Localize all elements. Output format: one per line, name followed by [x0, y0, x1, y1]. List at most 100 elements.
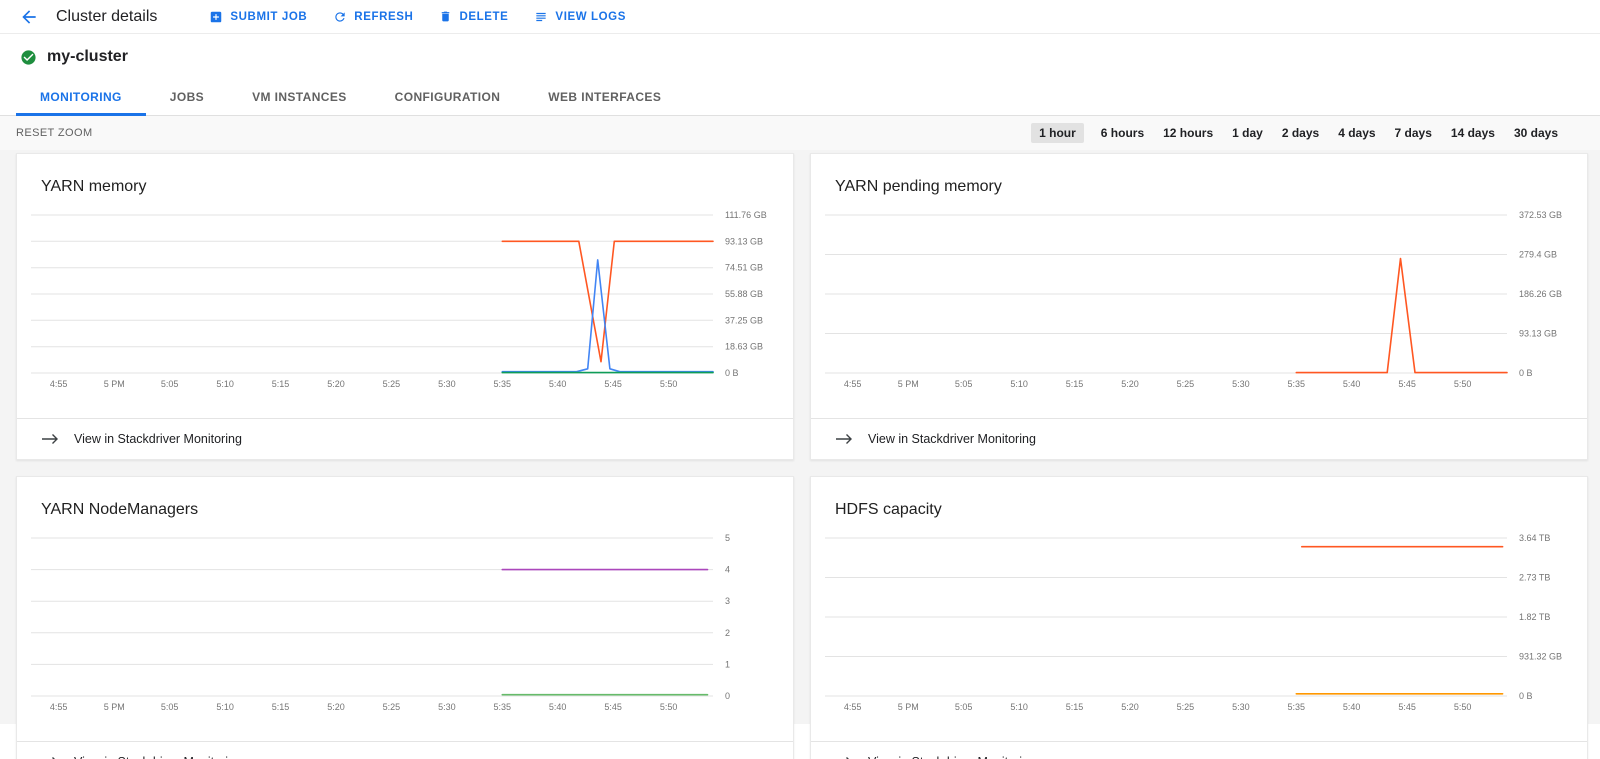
svg-text:0 B: 0 B	[725, 368, 739, 378]
svg-text:5:25: 5:25	[383, 379, 401, 389]
svg-text:5:30: 5:30	[1232, 379, 1250, 389]
delete-button[interactable]: DELETE	[439, 10, 508, 23]
back-arrow-icon	[22, 9, 36, 24]
stackdriver-link[interactable]: View in Stackdriver Monitoring	[17, 418, 793, 459]
yarn-nodemanagers-chart-card: YARN NodeManagers 0 1 2 3 4 5 4:55 5 PM 5:05 5:10…	[16, 476, 794, 759]
svg-text:5:40: 5:40	[549, 379, 567, 389]
add-box-icon	[211, 11, 222, 22]
svg-text:4:55: 4:55	[50, 702, 68, 712]
time-range-selector: 1 hour 6 hours 12 hours 1 day 2 days 4 d…	[1031, 123, 1560, 143]
svg-text:2: 2	[725, 628, 730, 638]
svg-text:4:55: 4:55	[844, 379, 862, 389]
delete-label: DELETE	[459, 10, 509, 23]
header-actions: SUBMIT JOB REFRESH DELETE VIEW LOGS	[209, 10, 626, 24]
reset-zoom-button[interactable]: RESET ZOOM	[16, 127, 93, 139]
stackdriver-link[interactable]: View in Stackdriver Monitoring	[17, 741, 793, 759]
svg-text:5:30: 5:30	[1232, 702, 1250, 712]
svg-text:186.26 GB: 186.26 GB	[1519, 289, 1562, 299]
svg-text:37.25 GB: 37.25 GB	[725, 315, 763, 325]
top-app-bar: Cluster details SUBMIT JOB REFRESH DELET…	[0, 0, 1600, 34]
svg-text:5:10: 5:10	[1010, 379, 1028, 389]
cluster-name: my-cluster	[47, 48, 128, 65]
range-option-1-day[interactable]: 1 day	[1230, 123, 1265, 143]
tab-monitoring[interactable]: MONITORING	[16, 78, 146, 116]
tab-web-interfaces[interactable]: WEB INTERFACES	[524, 78, 685, 116]
svg-text:5:30: 5:30	[438, 379, 456, 389]
view-logs-label: VIEW LOGS	[555, 10, 626, 23]
svg-text:5:50: 5:50	[1454, 702, 1472, 712]
stackdriver-link-label: View in Stackdriver Monitoring	[868, 755, 1036, 759]
svg-text:5:05: 5:05	[955, 702, 973, 712]
yarn-pending-memory-chart[interactable]: 0 B 93.13 GB 186.26 GB 279.4 GB 372.53 GB 4:5…	[811, 198, 1587, 404]
hdfs-capacity-chart[interactable]: 0 B 931.32 GB 1.82 TB 2.73 TB 3.64 TB 4:55 5 P…	[811, 521, 1587, 727]
svg-text:18.63 GB: 18.63 GB	[725, 342, 763, 352]
svg-text:5:40: 5:40	[1343, 702, 1361, 712]
stackdriver-link[interactable]: View in Stackdriver Monitoring	[811, 741, 1587, 759]
svg-text:5:20: 5:20	[1121, 702, 1139, 712]
range-option-14-days[interactable]: 14 days	[1449, 123, 1497, 143]
svg-text:5:40: 5:40	[1343, 379, 1361, 389]
svg-text:5:20: 5:20	[327, 702, 345, 712]
chart-title: YARN NodeManagers	[41, 501, 199, 518]
svg-text:5:50: 5:50	[660, 702, 678, 712]
range-option-2-days[interactable]: 2 days	[1280, 123, 1321, 143]
svg-text:55.88 GB: 55.88 GB	[725, 289, 763, 299]
range-option-1-hour[interactable]: 1 hour	[1031, 123, 1084, 143]
yarn-memory-chart[interactable]: 0 B 18.63 GB 37.25 GB 55.88 GB 74.51 GB 93.13…	[17, 198, 793, 404]
tab-configuration[interactable]: CONFIGURATION	[371, 78, 525, 116]
svg-text:4: 4	[725, 565, 730, 575]
svg-text:5 PM: 5 PM	[104, 379, 125, 389]
chart-toolbar: RESET ZOOM 1 hour 6 hours 12 hours 1 day…	[0, 116, 1600, 150]
submit-job-label: SUBMIT JOB	[230, 10, 308, 23]
refresh-button[interactable]: REFRESH	[333, 10, 413, 24]
svg-text:5:35: 5:35	[494, 702, 512, 712]
svg-text:1: 1	[725, 659, 730, 669]
svg-text:5:15: 5:15	[272, 702, 290, 712]
svg-text:5:10: 5:10	[216, 379, 234, 389]
svg-text:5:30: 5:30	[438, 702, 456, 712]
tab-jobs[interactable]: JOBS	[146, 78, 228, 116]
svg-text:4:55: 4:55	[50, 379, 68, 389]
svg-text:5 PM: 5 PM	[898, 379, 919, 389]
svg-text:5:45: 5:45	[1398, 379, 1416, 389]
svg-text:0: 0	[725, 691, 730, 701]
range-option-30-days[interactable]: 30 days	[1512, 123, 1560, 143]
svg-text:4:55: 4:55	[844, 702, 862, 712]
back-button[interactable]	[16, 4, 42, 30]
svg-text:111.76 GB: 111.76 GB	[725, 210, 767, 220]
svg-text:5:15: 5:15	[1066, 379, 1084, 389]
svg-text:931.32 GB: 931.32 GB	[1519, 652, 1562, 662]
range-option-12-hours[interactable]: 12 hours	[1161, 123, 1215, 143]
yarn-nodemanagers-chart[interactable]: 0 1 2 3 4 5 4:55 5 PM 5:05 5:10 5:15 5:20 5:25 5:30 5:…	[17, 521, 793, 727]
submit-job-button[interactable]: SUBMIT JOB	[209, 10, 307, 24]
log-lines-icon	[536, 12, 547, 21]
svg-text:279.4 GB: 279.4 GB	[1519, 250, 1557, 260]
svg-text:5:10: 5:10	[216, 702, 234, 712]
view-logs-button[interactable]: VIEW LOGS	[534, 10, 626, 24]
stackdriver-link[interactable]: View in Stackdriver Monitoring	[811, 418, 1587, 459]
svg-text:5:45: 5:45	[1398, 702, 1416, 712]
svg-text:3: 3	[725, 596, 730, 606]
svg-text:5:05: 5:05	[161, 702, 179, 712]
stackdriver-link-label: View in Stackdriver Monitoring	[74, 755, 242, 759]
svg-text:5:25: 5:25	[1177, 379, 1195, 389]
svg-text:5:10: 5:10	[1010, 702, 1028, 712]
arrow-right-icon	[836, 434, 852, 444]
svg-text:0 B: 0 B	[1519, 368, 1533, 378]
svg-text:5:25: 5:25	[383, 702, 401, 712]
range-option-6-hours[interactable]: 6 hours	[1099, 123, 1146, 143]
tab-vm-instances[interactable]: VM INSTANCES	[228, 78, 371, 116]
page-title: Cluster details	[56, 7, 158, 25]
svg-text:5:35: 5:35	[1288, 702, 1306, 712]
range-option-4-days[interactable]: 4 days	[1336, 123, 1377, 143]
svg-text:2.73 TB: 2.73 TB	[1519, 573, 1550, 583]
svg-text:5:15: 5:15	[272, 379, 290, 389]
svg-text:5:40: 5:40	[549, 702, 567, 712]
svg-text:372.53 GB: 372.53 GB	[1519, 210, 1562, 220]
svg-text:5 PM: 5 PM	[898, 702, 919, 712]
svg-text:1.82 TB: 1.82 TB	[1519, 612, 1550, 622]
chart-title: YARN pending memory	[835, 178, 1002, 195]
svg-text:5:05: 5:05	[955, 379, 973, 389]
svg-text:5:50: 5:50	[660, 379, 678, 389]
range-option-7-days[interactable]: 7 days	[1393, 123, 1434, 143]
